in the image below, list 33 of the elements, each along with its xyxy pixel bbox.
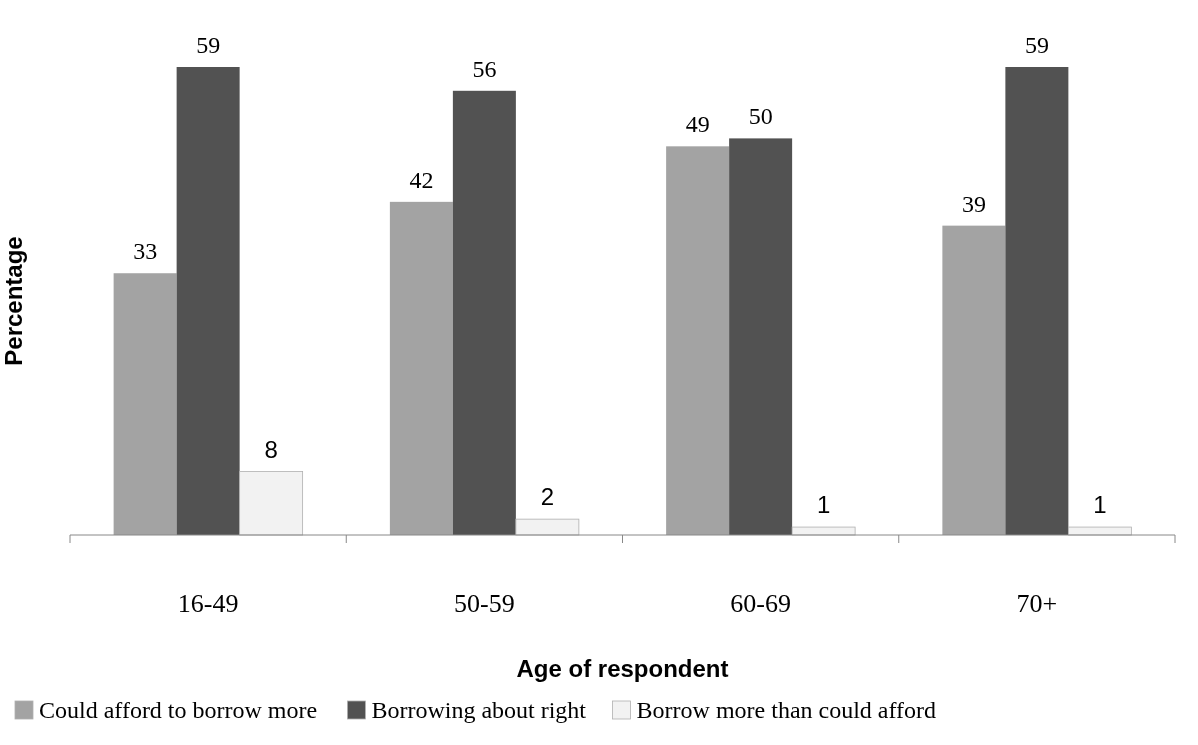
data-label: 33 <box>133 238 158 265</box>
data-label: 1 <box>816 491 831 519</box>
data-label: 59 <box>196 32 221 58</box>
y-axis-title: Percentage <box>0 236 27 366</box>
bar <box>515 518 580 536</box>
x-tick-label: 60-69 <box>730 589 791 618</box>
data-label: 56 <box>472 55 497 82</box>
legend-label: Could afford to borrow more <box>39 697 318 723</box>
bar <box>176 67 240 535</box>
x-tick-label: 70+ <box>1016 589 1058 618</box>
x-axis-title: Age of respondent <box>516 655 729 682</box>
data-label: 39 <box>961 190 986 217</box>
bar <box>666 146 730 535</box>
x-tick-label: 50-59 <box>454 589 515 618</box>
bar <box>1005 67 1069 535</box>
data-label: 8 <box>264 435 278 463</box>
bar <box>942 225 1006 535</box>
data-label: 59 <box>1024 32 1049 58</box>
bar <box>389 201 453 535</box>
bar <box>113 273 177 535</box>
bar <box>1067 526 1132 536</box>
data-label: 50 <box>748 103 773 130</box>
bar <box>729 138 793 535</box>
bar <box>791 526 856 536</box>
bar <box>239 471 304 536</box>
bar <box>452 90 516 535</box>
data-label: 49 <box>685 111 710 138</box>
legend-label: Borrow more than could afford <box>636 697 937 723</box>
data-label: 42 <box>409 166 434 193</box>
x-tick-label: 16-49 <box>177 589 239 618</box>
data-label: 1 <box>1093 491 1107 519</box>
legend-label: Borrowing about right <box>371 697 587 723</box>
data-label: 2 <box>540 483 555 511</box>
